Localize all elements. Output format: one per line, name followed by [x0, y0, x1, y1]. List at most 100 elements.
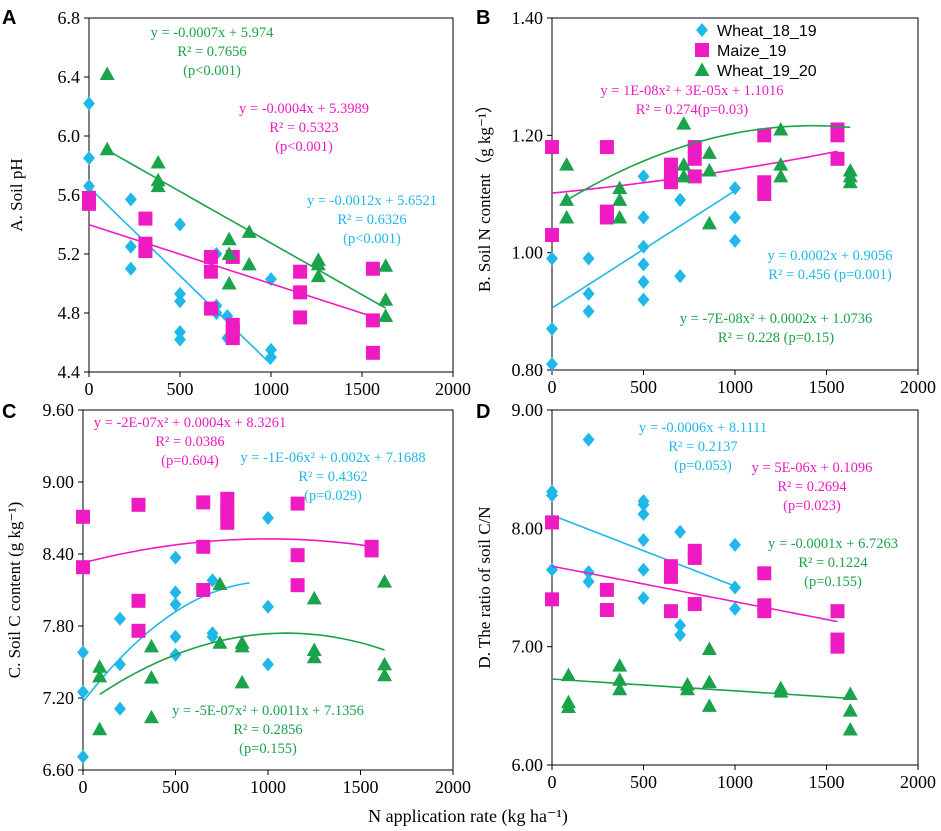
wheat-18-19-point — [262, 511, 274, 525]
maize-19-point — [131, 623, 146, 638]
maize-19-point — [290, 496, 305, 511]
y-tick-label: 6.4 — [58, 67, 81, 87]
wheat-19-20-point — [234, 638, 250, 653]
wheat-19-20-point — [306, 649, 322, 664]
y-tick-label: 8.40 — [43, 544, 75, 564]
x-tick-label: 1500 — [343, 777, 379, 797]
wheat-19-20-point — [679, 681, 695, 696]
maize-19-point — [830, 151, 845, 166]
equation-line: R² = 0.2694 — [777, 479, 847, 495]
x-tick-label: 2000 — [900, 772, 936, 792]
equation-line: R² = 0.2137 — [668, 439, 737, 455]
wheat-18-19-point — [637, 275, 650, 289]
maize-19-point — [220, 503, 235, 518]
maize-19-point — [365, 261, 380, 276]
wheat-19-20-point — [773, 121, 789, 136]
wheat-18-19-trendline — [82, 582, 250, 703]
maize-19-point — [196, 495, 211, 510]
wheat-18-19-point — [124, 239, 137, 254]
wheat-18-19-point — [265, 342, 277, 357]
equation-line: (p=0.155) — [239, 741, 297, 757]
y-tick-label: 7.00 — [512, 637, 544, 657]
equation-line: R² = 0.4362 — [298, 469, 367, 485]
wheat-19-20-point — [701, 698, 717, 712]
wheat-19-20-point — [306, 590, 322, 605]
maize-19-point — [830, 639, 845, 654]
wheat-18-19-trendline — [551, 514, 736, 587]
legend-label-wheat-18-19: Wheat_18_19 — [717, 23, 817, 40]
equation-line: (p<0.001) — [183, 63, 241, 79]
wheat-18-19-point — [637, 257, 650, 272]
maize-19-point — [687, 151, 702, 166]
maize-19-point — [220, 491, 235, 506]
y-tick-label: 4.8 — [58, 303, 81, 323]
equation-line: R² = 0.2856 — [233, 722, 302, 738]
wheat-18-19-point — [77, 645, 89, 660]
wheat-19-20-trendline — [106, 149, 387, 309]
wheat-18-19-point — [206, 573, 219, 588]
wheat-19-20-point — [773, 157, 789, 171]
equation-line: y = -7E-08x² + 0.0002x + 1.0736 — [680, 311, 872, 327]
wheat-19-20-equation: y = -5E-07x² + 0.0011x + 7.1356 R² = 0.28… — [172, 703, 364, 757]
legend-label-maize-19: Maize_19 — [717, 43, 786, 60]
x-tick-label: 1500 — [809, 377, 845, 397]
wheat-19-20-point — [773, 168, 789, 183]
maize-19-point — [545, 228, 559, 243]
wheat-19-20-point — [559, 192, 575, 206]
legend: Wheat_18_19 Maize_19 Wheat_19_20 — [694, 23, 817, 80]
wheat-19-20-point — [701, 163, 717, 177]
wheat-19-20-point — [773, 684, 789, 698]
wheat-18-19-point — [174, 286, 186, 301]
wheat-19-20-point — [842, 174, 858, 189]
y-tick-label: 6.0 — [58, 126, 81, 146]
wheat-18-19-point — [729, 580, 741, 595]
wheat-18-19-point — [169, 585, 182, 600]
wheat-18-19-point — [265, 350, 277, 365]
wheat-18-19-point — [582, 574, 595, 589]
y-tick-label: 6.8 — [58, 8, 81, 28]
wheat-19-20-point — [701, 641, 717, 656]
x-tick-label: 500 — [162, 777, 189, 797]
wheat-19-20-point — [378, 258, 394, 272]
maize-19-point — [203, 249, 218, 264]
equation-line: R² = 0.274(p=0.03) — [636, 102, 749, 118]
wheat-19-20-point — [694, 62, 710, 76]
wheat-18-19-point — [729, 181, 741, 196]
wheat-19-20-point — [310, 268, 326, 283]
maize-19-point — [225, 331, 240, 346]
wheat-19-20-point — [676, 168, 692, 183]
maize-19-equation: y = -0.0004x + 5.3989 R² = 0.5323 (p<0.001… — [239, 101, 369, 155]
maize-19-point — [131, 593, 146, 608]
wheat-18-19-point — [114, 611, 126, 626]
wheat-18-19-point — [546, 357, 558, 372]
y-tick-label: 6.00 — [512, 755, 544, 775]
maize-19-point — [364, 543, 379, 558]
equation-line: y = -0.0006x + 8.1111 — [639, 420, 767, 436]
equation-line: (p=0.023) — [783, 498, 841, 514]
y-tick-label: 9.00 — [512, 400, 544, 420]
wheat-19-20-point — [234, 674, 250, 689]
maize-19-point — [663, 157, 678, 172]
panel-d: 0 500 1000 1500 2000 6.00 7.00 8.00 9.00 D. The r… — [475, 400, 936, 792]
maize-19-point — [76, 560, 90, 575]
equation-line: R² = 0.0386 — [155, 434, 224, 450]
maize-19-point — [663, 175, 678, 190]
wheat-18-19-point — [169, 550, 182, 565]
equation-line: R² = 0.228 (p=0.15) — [718, 330, 834, 346]
wheat-19-20-point — [99, 66, 115, 81]
wheat-18-19-point — [169, 597, 182, 612]
wheat-19-20-point — [612, 209, 628, 224]
wheat-19-20-point — [676, 157, 692, 171]
x-tick-label: 0 — [548, 772, 557, 792]
wheat-18-19-equation: y = -1E-06x² + 0.002x + 7.1688 R² = 0.436… — [240, 450, 425, 504]
wheat-18-19-point — [729, 537, 741, 552]
x-axis-label: N application rate (kg ha⁻¹) — [368, 806, 568, 827]
maize-19-point — [196, 583, 211, 597]
wheat-18-19-point — [546, 562, 558, 577]
wheat-18-19-point — [637, 533, 650, 548]
wheat-19-20-point — [377, 667, 393, 682]
wheat-19-20-point — [559, 209, 575, 224]
y-tick-label: 6.60 — [43, 760, 75, 780]
y-axis-label: C. Soil C content (g kg⁻¹) — [5, 502, 24, 679]
